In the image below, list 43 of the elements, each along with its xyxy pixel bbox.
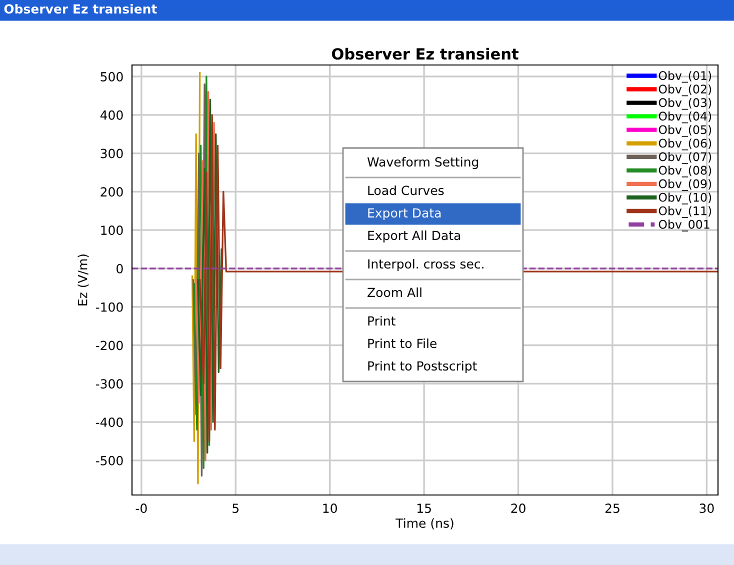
y-tick-label: -300 xyxy=(96,379,123,389)
chart-title: Observer Ez transient xyxy=(332,48,518,60)
x-tick-label: 5 xyxy=(232,504,239,514)
y-tick-label: -400 xyxy=(96,418,123,427)
x-tick-label: -0 xyxy=(136,504,147,514)
y-tick-label: 0 xyxy=(116,264,123,274)
legend-label: Obv_(09) xyxy=(658,179,712,191)
x-tick-label: 30 xyxy=(700,504,714,514)
legend-label: Obv_(08) xyxy=(658,166,712,178)
legend-label: Obv_001 xyxy=(658,220,710,232)
annotation: Export Data xyxy=(368,208,441,220)
legend-label: Obv_(03) xyxy=(658,98,712,110)
x-tick-label: 10 xyxy=(323,504,337,514)
y-tick-label: -100 xyxy=(96,302,123,312)
x-axis-title: Time (ns) xyxy=(396,518,454,530)
annotation: Export All Data xyxy=(368,230,460,243)
y-tick-label: 500 xyxy=(100,72,123,82)
y-tick-label: 100 xyxy=(101,226,123,236)
legend-label: Obv_(02) xyxy=(658,84,712,96)
legend-label: Obv_(06) xyxy=(658,138,712,150)
y-tick-label: -200 xyxy=(96,340,123,350)
y-tick-label: 400 xyxy=(100,110,123,120)
chart-title: Observer Ez transient xyxy=(4,4,157,14)
y-tick-label: 300 xyxy=(100,148,123,158)
x-tick-label: 20 xyxy=(511,504,526,514)
annotation: Interpol. cross sec. xyxy=(368,258,484,272)
annotation: Print to File xyxy=(368,338,437,348)
legend-label: Obv_(05) xyxy=(658,125,712,137)
legend-label: Obv_(11) xyxy=(658,206,712,218)
legend-label: Obv_(10) xyxy=(658,192,712,204)
y-axis-title: Ez (V/m) xyxy=(78,254,89,306)
y-tick-label: -500 xyxy=(96,456,123,466)
annotation: Load Curves xyxy=(368,185,444,196)
annotation: Zoom All xyxy=(368,287,422,298)
annotation: Print xyxy=(368,316,396,326)
legend-label: Obv_(07) xyxy=(658,152,712,164)
x-tick-label: 15 xyxy=(417,504,431,514)
legend-label: Obv_(01) xyxy=(658,70,712,83)
y-tick-label: 200 xyxy=(100,187,123,197)
x-tick-label: 25 xyxy=(605,504,620,514)
annotation: Print to Postscript xyxy=(368,360,477,374)
annotation: Waveform Setting xyxy=(367,156,478,170)
legend-label: Obv_(04) xyxy=(658,111,712,124)
